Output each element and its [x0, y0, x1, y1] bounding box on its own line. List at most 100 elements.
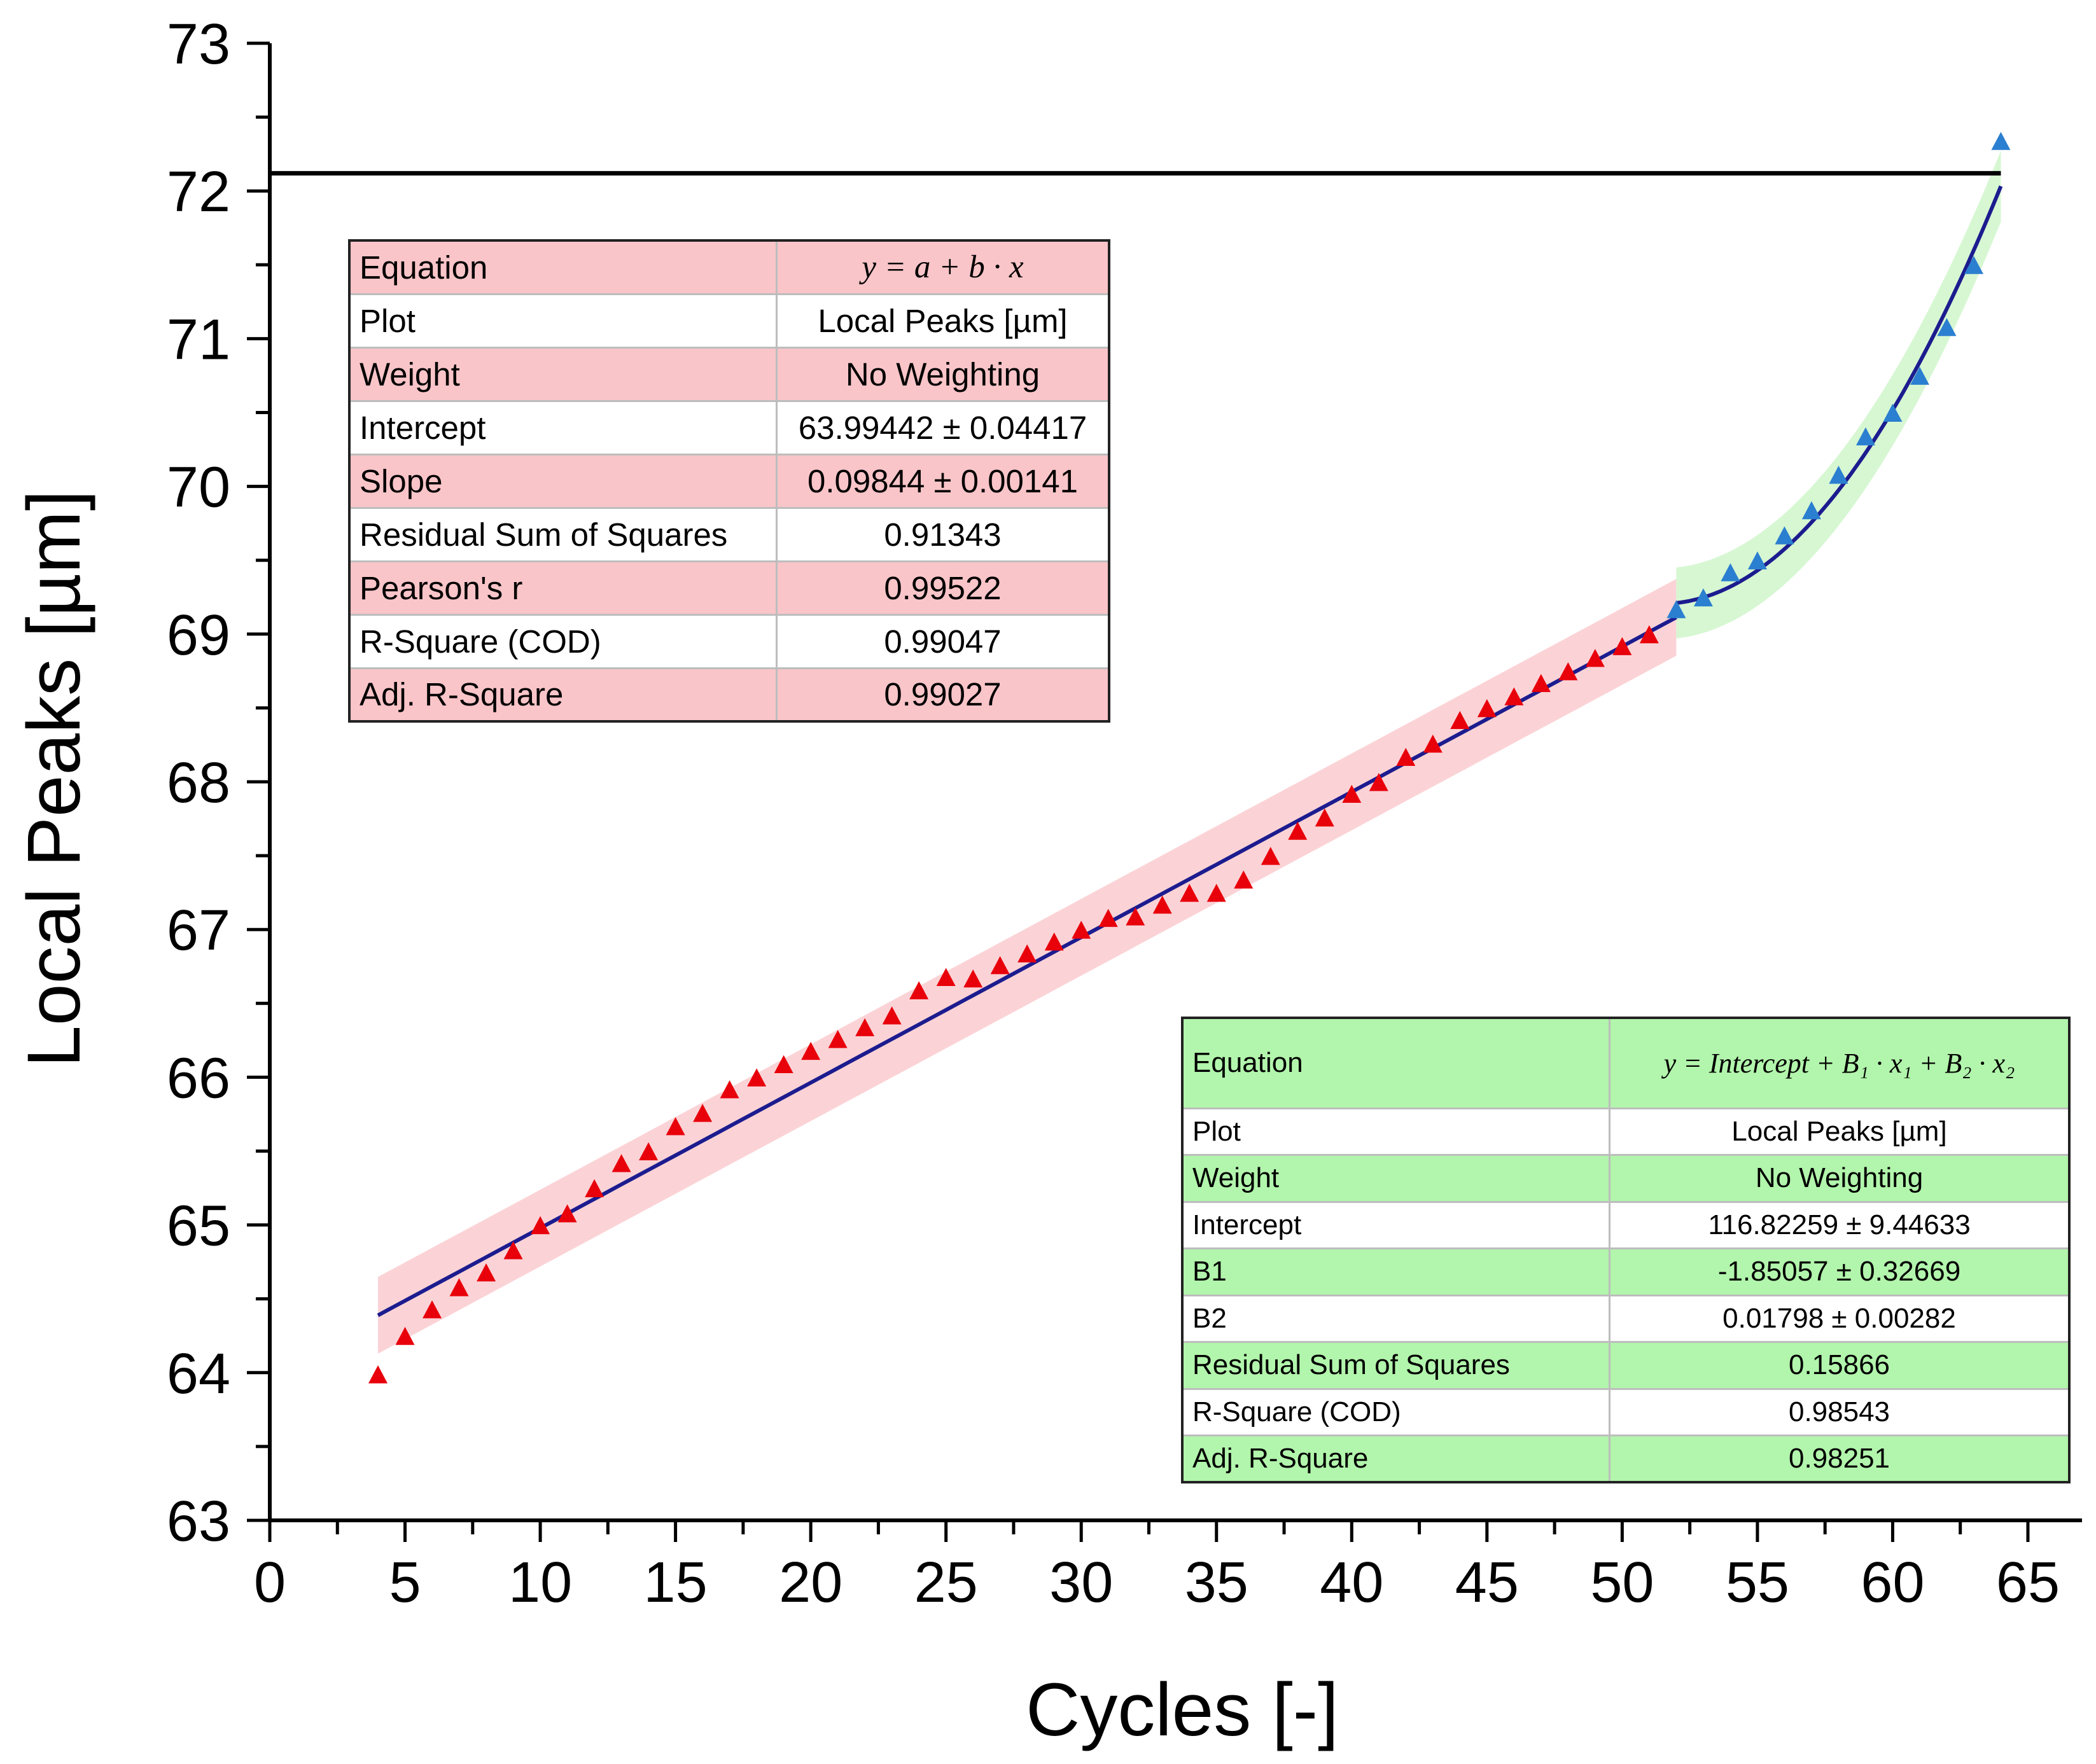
row-label: Adj. R-Square: [1181, 1434, 1610, 1483]
table-row: Weight No Weighting: [348, 346, 1110, 402]
data-point: [1126, 907, 1145, 926]
row-value: 0.99047: [776, 613, 1110, 669]
y-tick-label: 73: [167, 13, 230, 76]
data-point: [1098, 908, 1118, 927]
row-value: y = a + b · x: [776, 239, 1110, 295]
table-row: Equation y = Intercept + B₁ · x₁ + B₂ · …: [1181, 1017, 2071, 1109]
data-point: [1775, 526, 1794, 545]
data-point: [1747, 551, 1767, 570]
x-tick-label: 5: [389, 1551, 421, 1615]
data-point: [1180, 884, 1199, 902]
row-value: 0.99522: [776, 560, 1110, 616]
data-point: [1315, 808, 1334, 827]
x-tick-label: 50: [1590, 1551, 1654, 1615]
table-row: R-Square (COD) 0.98543: [1181, 1387, 2071, 1436]
row-value: 0.91343: [776, 506, 1110, 562]
table-row: Adj. R-Square 0.98251: [1181, 1434, 2071, 1483]
data-point: [1666, 600, 1686, 618]
y-tick-label: 69: [167, 604, 230, 667]
data-point: [909, 981, 929, 999]
data-point: [1342, 784, 1362, 803]
y-tick-label: 72: [167, 160, 230, 224]
row-value: 0.15866: [1609, 1341, 2071, 1390]
data-point: [936, 968, 956, 986]
data-point: [1558, 662, 1578, 681]
data-point: [693, 1104, 713, 1122]
x-tick-label: 60: [1861, 1551, 1924, 1615]
row-value: -1.85057 ± 0.32669: [1609, 1247, 2071, 1296]
x-tick-label: 25: [914, 1551, 978, 1615]
data-point: [423, 1300, 442, 1319]
data-point: [1964, 256, 1983, 274]
y-tick-label: 65: [167, 1195, 230, 1258]
x-tick-label: 55: [1726, 1551, 1789, 1615]
data-point: [477, 1263, 496, 1282]
data-point: [1639, 625, 1659, 644]
data-point: [585, 1179, 604, 1198]
table-row: Equation y = a + b · x: [348, 239, 1110, 295]
data-point: [1261, 847, 1280, 865]
table-row: B1 -1.85057 ± 0.32669: [1181, 1247, 2071, 1296]
table-row: Residual Sum of Squares 0.91343: [348, 506, 1110, 562]
polynomial-fit-line: [1676, 185, 2003, 605]
data-point: [882, 1006, 902, 1025]
data-point: [828, 1030, 848, 1048]
polynomial-confidence-band: [1676, 151, 2001, 639]
table-row: Pearson's r 0.99522: [348, 560, 1110, 616]
data-point: [531, 1216, 550, 1235]
data-point: [1072, 920, 1091, 939]
data-point: [1531, 674, 1551, 692]
y-tick-label: 67: [167, 899, 230, 962]
data-point: [1855, 427, 1875, 446]
table-row: Plot Local Peaks [µm]: [348, 293, 1110, 349]
x-tick-label: 40: [1320, 1551, 1383, 1615]
x-tick-label: 10: [508, 1551, 572, 1615]
table-row: Plot Local Peaks [µm]: [1181, 1107, 2071, 1156]
row-label: Weight: [1181, 1154, 1610, 1203]
data-point: [449, 1278, 469, 1296]
data-point: [666, 1117, 685, 1135]
data-point: [611, 1154, 631, 1172]
y-tick-label: 64: [167, 1342, 230, 1406]
row-label: Intercept: [348, 399, 778, 455]
data-point: [855, 1018, 875, 1036]
table-row: R-Square (COD) 0.99047: [348, 613, 1110, 669]
fit-lines: [377, 185, 2003, 1317]
data-point: [801, 1041, 821, 1060]
data-point: [1234, 870, 1254, 889]
row-value: Local Peaks [µm]: [1609, 1107, 2071, 1156]
data-point: [1721, 563, 1740, 581]
table-row: Residual Sum of Squares 0.15866: [1181, 1341, 2071, 1390]
table-row: Weight No Weighting: [1181, 1154, 2071, 1203]
row-value: 0.01798 ± 0.00282: [1609, 1294, 2071, 1343]
row-label: Pearson's r: [348, 560, 778, 616]
data-point: [1044, 932, 1064, 951]
row-value: 0.98543: [1609, 1387, 2071, 1436]
data-point: [1801, 501, 1821, 520]
row-label: Slope: [348, 453, 778, 509]
row-label: Plot: [1181, 1107, 1610, 1156]
x-tick-label: 0: [254, 1551, 286, 1615]
data-point: [1017, 944, 1037, 962]
row-value: No Weighting: [776, 346, 1110, 402]
data-point: [1829, 466, 1848, 484]
table-row: Intercept 116.82259 ± 9.44633: [1181, 1200, 2071, 1249]
data-point: [557, 1204, 577, 1223]
row-label: Equation: [348, 239, 778, 295]
data-point: [1206, 884, 1226, 902]
data-point: [1152, 895, 1172, 914]
data-point: [1396, 747, 1416, 766]
row-label: R-Square (COD): [348, 613, 778, 669]
row-label: Adj. R-Square: [348, 667, 778, 723]
data-point: [990, 956, 1010, 975]
row-label: Weight: [348, 346, 778, 402]
data-point: [1991, 132, 2011, 150]
tick-labels: 0 5 10 15 20 25 30 35 40 45 50 55 60 65 63 64 65 66 67 68 69…: [167, 13, 2060, 1615]
row-value: 0.99027: [776, 667, 1110, 723]
data-point: [1937, 317, 1957, 337]
row-value: 0.09844 ± 0.00141: [776, 453, 1110, 509]
data-point: [395, 1326, 415, 1345]
table-row: Intercept 63.99442 ± 0.04417: [348, 399, 1110, 455]
y-axis-label: Local Peaks [µm]: [12, 490, 96, 1067]
